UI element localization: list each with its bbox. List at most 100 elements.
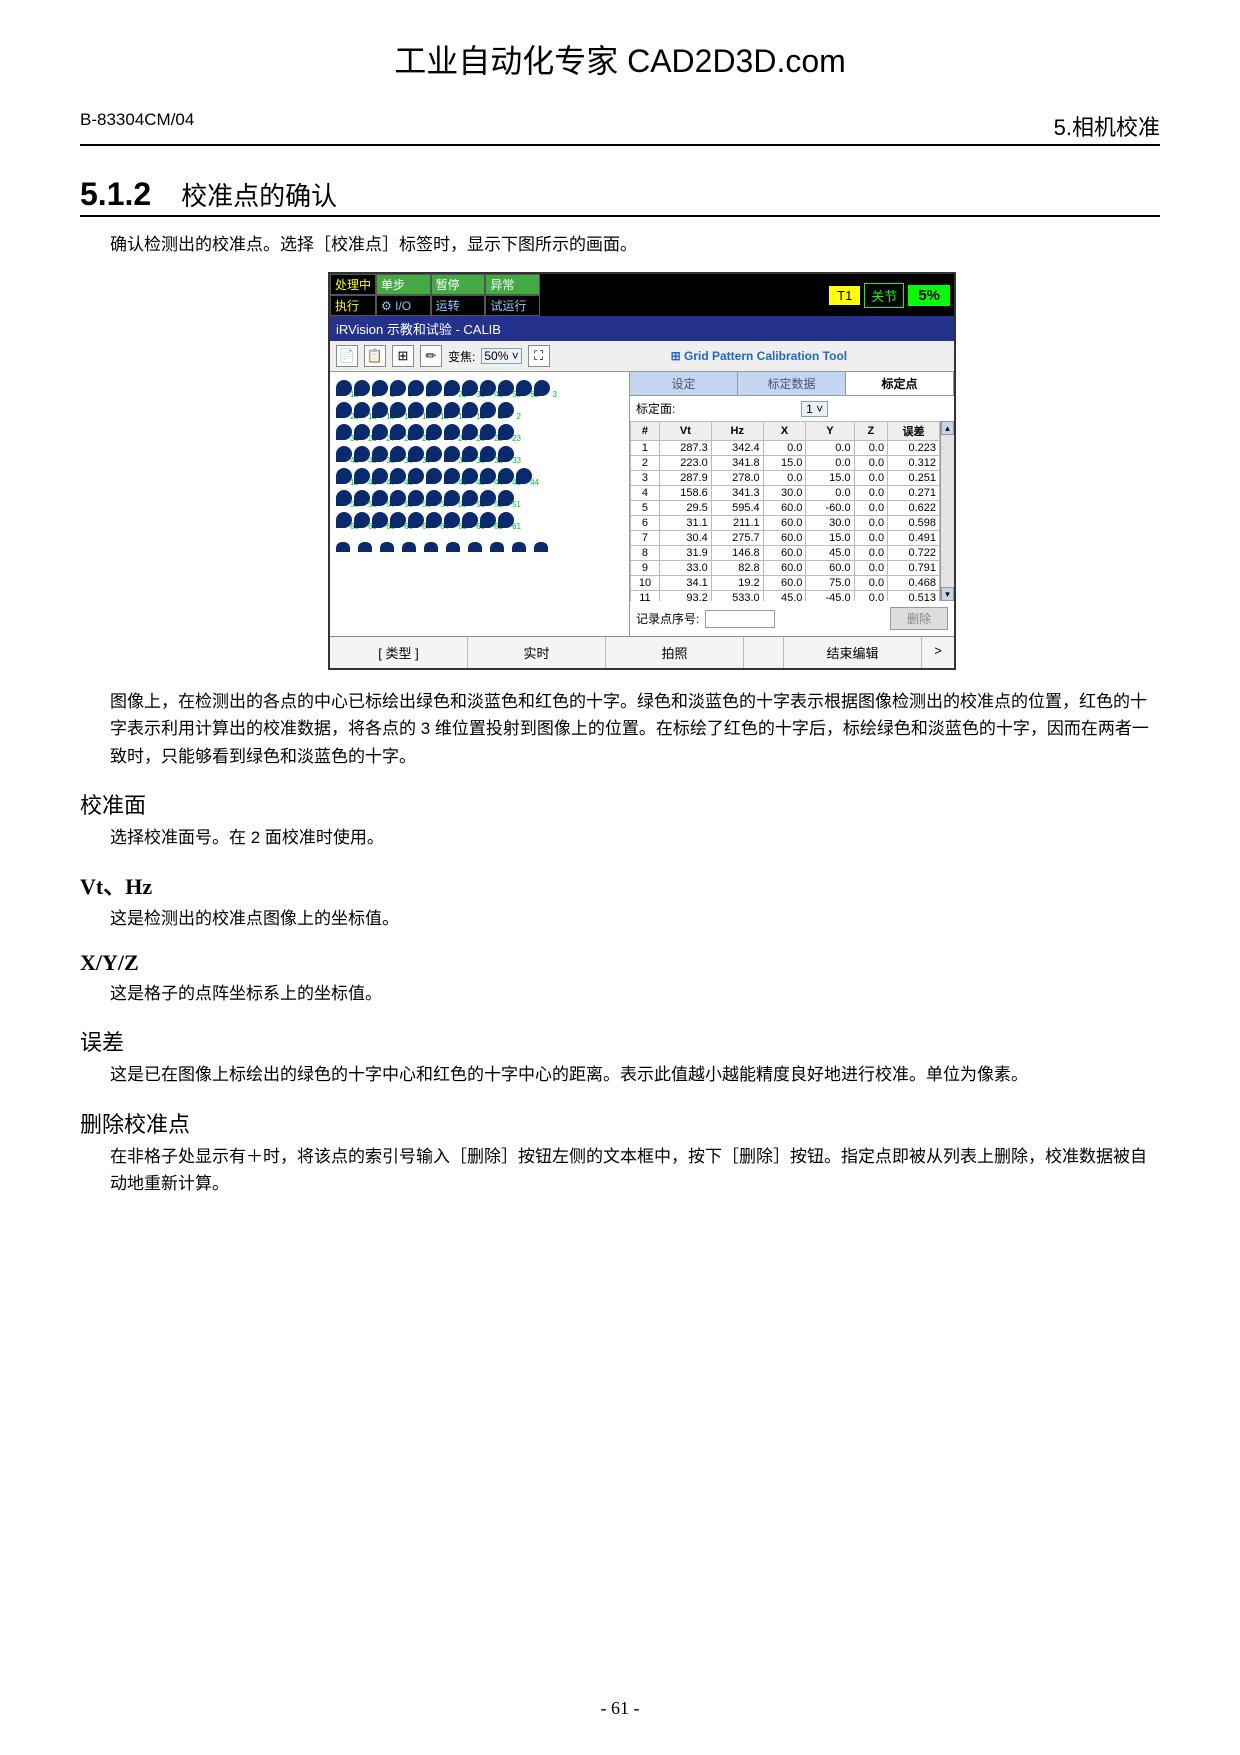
calib-dot[interactable] bbox=[444, 424, 460, 440]
table-row[interactable]: 3287.9278.00.015.00.00.251 bbox=[631, 471, 940, 486]
table-row[interactable]: 831.9146.860.045.00.00.722 bbox=[631, 546, 940, 561]
calib-dot[interactable] bbox=[498, 468, 514, 484]
calibration-image-pane[interactable] bbox=[330, 372, 630, 636]
zoom-fit-icon[interactable]: ⛶ bbox=[528, 345, 550, 367]
calib-dot[interactable] bbox=[354, 446, 370, 462]
calib-dot[interactable] bbox=[498, 380, 514, 396]
table-row[interactable]: 730.4275.760.015.00.00.491 bbox=[631, 531, 940, 546]
calib-dot[interactable] bbox=[480, 512, 496, 528]
calib-dot[interactable] bbox=[480, 446, 496, 462]
calib-dot[interactable] bbox=[354, 402, 370, 418]
footer-end-edit-button[interactable]: 结束编辑 bbox=[784, 637, 922, 668]
calib-dot[interactable] bbox=[426, 402, 442, 418]
calib-dot[interactable] bbox=[534, 380, 550, 396]
calib-dot[interactable] bbox=[480, 490, 496, 506]
calib-dot[interactable] bbox=[516, 380, 532, 396]
calib-dot[interactable] bbox=[336, 424, 352, 440]
footer-more-button[interactable]: > bbox=[922, 637, 954, 668]
calib-dot[interactable] bbox=[390, 380, 406, 396]
calib-dot[interactable] bbox=[354, 490, 370, 506]
calib-dot[interactable] bbox=[462, 490, 478, 506]
calib-dot[interactable] bbox=[372, 380, 388, 396]
scroll-down-icon[interactable]: ▾ bbox=[941, 587, 954, 601]
calib-dot[interactable] bbox=[372, 446, 388, 462]
calib-dot[interactable] bbox=[462, 512, 478, 528]
calib-dot[interactable] bbox=[408, 490, 424, 506]
toolbar-btn-4[interactable]: ✏ bbox=[420, 345, 442, 367]
calib-dot[interactable] bbox=[498, 402, 514, 418]
calib-dot[interactable] bbox=[498, 446, 514, 462]
record-index-input[interactable] bbox=[705, 610, 775, 628]
scroll-up-icon[interactable]: ▴ bbox=[941, 421, 954, 435]
table-row[interactable]: 1287.3342.40.00.00.00.223 bbox=[631, 441, 940, 456]
calib-dot[interactable] bbox=[444, 490, 460, 506]
plane-select[interactable]: 1 ˅ bbox=[801, 401, 828, 417]
delete-button[interactable]: 删除 bbox=[890, 607, 948, 630]
calib-dot[interactable] bbox=[336, 402, 352, 418]
footer-live-button[interactable]: 实时 bbox=[468, 637, 606, 668]
calib-dot[interactable] bbox=[336, 380, 352, 396]
toolbar-btn-1[interactable]: 📄 bbox=[336, 345, 358, 367]
calib-dot[interactable] bbox=[426, 446, 442, 462]
calib-dot[interactable] bbox=[336, 446, 352, 462]
status-io[interactable]: ⚙ I/O bbox=[376, 295, 431, 316]
calib-dot[interactable] bbox=[480, 402, 496, 418]
calib-dot[interactable] bbox=[426, 380, 442, 396]
calib-dot[interactable] bbox=[426, 424, 442, 440]
calib-dot[interactable] bbox=[444, 380, 460, 396]
calib-dot[interactable] bbox=[480, 424, 496, 440]
calib-dot[interactable] bbox=[408, 512, 424, 528]
calib-dot[interactable] bbox=[390, 512, 406, 528]
calib-dot[interactable] bbox=[354, 512, 370, 528]
calib-dot[interactable] bbox=[426, 468, 442, 484]
calib-dot[interactable] bbox=[462, 446, 478, 462]
calib-dot[interactable] bbox=[390, 468, 406, 484]
calib-dot[interactable] bbox=[408, 380, 424, 396]
calib-dot[interactable] bbox=[426, 490, 442, 506]
calib-dot[interactable] bbox=[462, 424, 478, 440]
calib-dot[interactable] bbox=[480, 468, 496, 484]
calib-dot[interactable] bbox=[336, 468, 352, 484]
table-scrollbar[interactable]: ▴ ▾ bbox=[940, 421, 954, 601]
calib-dot[interactable] bbox=[498, 512, 514, 528]
calib-dot[interactable] bbox=[336, 490, 352, 506]
table-row[interactable]: 529.5595.460.0-60.00.00.622 bbox=[631, 501, 940, 516]
table-row[interactable]: 1193.2533.045.0-45.00.00.513 bbox=[631, 591, 940, 602]
calib-dot[interactable] bbox=[354, 424, 370, 440]
calib-dot[interactable] bbox=[426, 512, 442, 528]
calib-dot[interactable] bbox=[498, 490, 514, 506]
toolbar-btn-3[interactable]: ⊞ bbox=[392, 345, 414, 367]
calib-dot[interactable] bbox=[390, 446, 406, 462]
tab-calib-data[interactable]: 标定数据 bbox=[738, 372, 846, 395]
calib-dot[interactable] bbox=[462, 468, 478, 484]
calib-dot[interactable] bbox=[444, 402, 460, 418]
calib-dot[interactable] bbox=[408, 402, 424, 418]
calib-dot[interactable] bbox=[390, 490, 406, 506]
calib-dot[interactable] bbox=[444, 446, 460, 462]
footer-snap-button[interactable]: 拍照 bbox=[606, 637, 744, 668]
calib-dot[interactable] bbox=[372, 512, 388, 528]
calib-dot[interactable] bbox=[336, 512, 352, 528]
tab-settings[interactable]: 设定 bbox=[630, 372, 738, 395]
calib-dot[interactable] bbox=[372, 424, 388, 440]
zoom-select[interactable]: 50% ˅ bbox=[481, 348, 521, 364]
calib-dot[interactable] bbox=[498, 424, 514, 440]
tab-calib-points[interactable]: 标定点 bbox=[846, 372, 954, 395]
calib-dot[interactable] bbox=[408, 424, 424, 440]
calib-dot[interactable] bbox=[354, 380, 370, 396]
calib-dot[interactable] bbox=[354, 468, 370, 484]
calib-dot[interactable] bbox=[480, 380, 496, 396]
calib-dot[interactable] bbox=[408, 446, 424, 462]
calib-dot[interactable] bbox=[372, 402, 388, 418]
toolbar-btn-2[interactable]: 📋 bbox=[364, 345, 386, 367]
calib-dot[interactable] bbox=[516, 468, 532, 484]
calib-dot[interactable] bbox=[372, 468, 388, 484]
calib-dot[interactable] bbox=[444, 512, 460, 528]
table-row[interactable]: 4158.6341.330.00.00.00.271 bbox=[631, 486, 940, 501]
calib-dot[interactable] bbox=[408, 468, 424, 484]
footer-type-button[interactable]: [ 类型 ] bbox=[330, 637, 468, 668]
table-row[interactable]: 1034.119.260.075.00.00.468 bbox=[631, 576, 940, 591]
calib-dot[interactable] bbox=[390, 402, 406, 418]
calib-dot[interactable] bbox=[444, 468, 460, 484]
calib-dot[interactable] bbox=[372, 490, 388, 506]
